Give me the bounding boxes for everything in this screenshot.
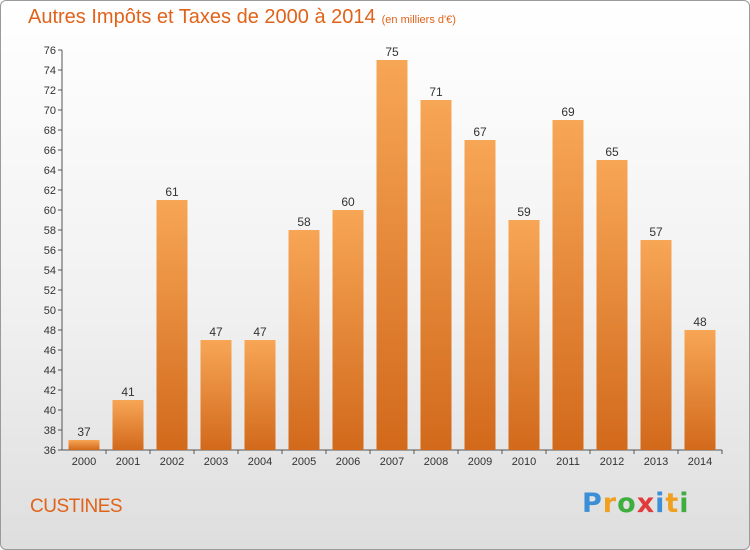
y-tick-label: 74 (44, 65, 56, 77)
x-tick-label: 2011 (556, 456, 580, 468)
y-tick-label: 76 (44, 45, 56, 57)
bar-2011 (552, 120, 584, 450)
value-label-2011: 69 (561, 105, 575, 119)
y-tick-label: 50 (44, 305, 56, 317)
logo-letter: r (602, 488, 618, 519)
y-tick-label: 66 (44, 145, 56, 157)
city-name: CUSTINES (30, 496, 123, 517)
value-label-2012: 65 (605, 145, 619, 159)
x-tick-label: 2007 (380, 456, 404, 468)
chart-bars (68, 60, 716, 450)
value-label-2007: 75 (385, 45, 399, 59)
proxiti-logo: Proxiti (582, 488, 690, 519)
x-tick-label: 2010 (512, 456, 536, 468)
chart-axes: 36 38 40 42 44 46 48 50 52 54 56 58 60 62 64 66 68 70 72 74… (44, 45, 723, 468)
x-tick-label: 2012 (600, 456, 624, 468)
bar-2004 (244, 340, 276, 450)
logo-letter: o (617, 488, 637, 519)
bar-2001 (112, 400, 144, 450)
y-tick-label: 42 (44, 385, 56, 397)
bar-2013 (640, 240, 672, 450)
x-tick-label: 2006 (336, 456, 360, 468)
y-tick-label: 54 (44, 265, 56, 277)
y-tick-label: 72 (44, 85, 56, 97)
value-label-2014: 48 (693, 315, 707, 329)
value-label-2005: 58 (297, 215, 311, 229)
bar-2000 (68, 440, 100, 450)
value-label-2006: 60 (341, 195, 355, 209)
bar-2014 (684, 330, 716, 450)
y-tick-label: 70 (44, 105, 56, 117)
logo-letter: P (582, 488, 603, 519)
chart-title: Autres Impôts et Taxes de 2000 à 2014 (en… (28, 6, 456, 29)
x-tick-label: 2013 (644, 456, 668, 468)
logo-letter: x (636, 488, 656, 519)
value-label-2003: 47 (209, 325, 223, 339)
y-tick-label: 68 (44, 125, 56, 137)
bar-2006 (332, 210, 364, 450)
bar-2007 (376, 60, 408, 450)
bar-2008 (420, 100, 452, 450)
y-tick-label: 58 (44, 225, 56, 237)
y-tick-label: 48 (44, 325, 56, 337)
y-tick-label: 44 (44, 365, 56, 377)
x-tick-label: 2009 (468, 456, 492, 468)
value-label-2008: 71 (429, 85, 443, 99)
chart-value-labels: 37 41 61 47 47 58 60 75 71 67 59 69 65 57 48 (77, 45, 707, 439)
x-tick-label: 2014 (688, 456, 712, 468)
value-label-2004: 47 (253, 325, 267, 339)
x-tick-label: 2008 (424, 456, 448, 468)
x-tick-label: 2004 (248, 456, 272, 468)
bar-2002 (156, 200, 188, 450)
logo-letter: t (665, 488, 680, 519)
y-tick-label: 46 (44, 345, 56, 357)
chart-title-text: Autres Impôts et Taxes de 2000 à 2014 (28, 6, 376, 28)
y-tick-label: 60 (44, 205, 56, 217)
bar-2003 (200, 340, 232, 450)
x-tick-label: 2002 (160, 456, 184, 468)
value-label-2002: 61 (165, 185, 179, 199)
x-tick-label: 2003 (204, 456, 228, 468)
logo-letter: i (679, 488, 690, 519)
y-tick-label: 64 (44, 165, 56, 177)
bar-2012 (596, 160, 628, 450)
logo-letter: i (655, 488, 666, 519)
x-tick-label: 2005 (292, 456, 316, 468)
value-label-2009: 67 (473, 125, 487, 139)
chart-unit: (en milliers d'€) (381, 14, 456, 26)
x-tick-label: 2001 (116, 456, 140, 468)
value-label-2010: 59 (517, 205, 531, 219)
x-tick-label: 2000 (72, 456, 96, 468)
bar-2010 (508, 220, 540, 450)
value-label-2000: 37 (77, 425, 91, 439)
y-tick-label: 56 (44, 245, 56, 257)
value-label-2001: 41 (121, 385, 135, 399)
y-tick-label: 62 (44, 185, 56, 197)
y-tick-label: 52 (44, 285, 56, 297)
y-tick-label: 38 (44, 425, 56, 437)
y-tick-label: 36 (44, 445, 56, 457)
bar-2009 (464, 140, 496, 450)
bar-2005 (288, 230, 320, 450)
y-tick-label: 40 (44, 405, 56, 417)
value-label-2013: 57 (649, 225, 663, 239)
